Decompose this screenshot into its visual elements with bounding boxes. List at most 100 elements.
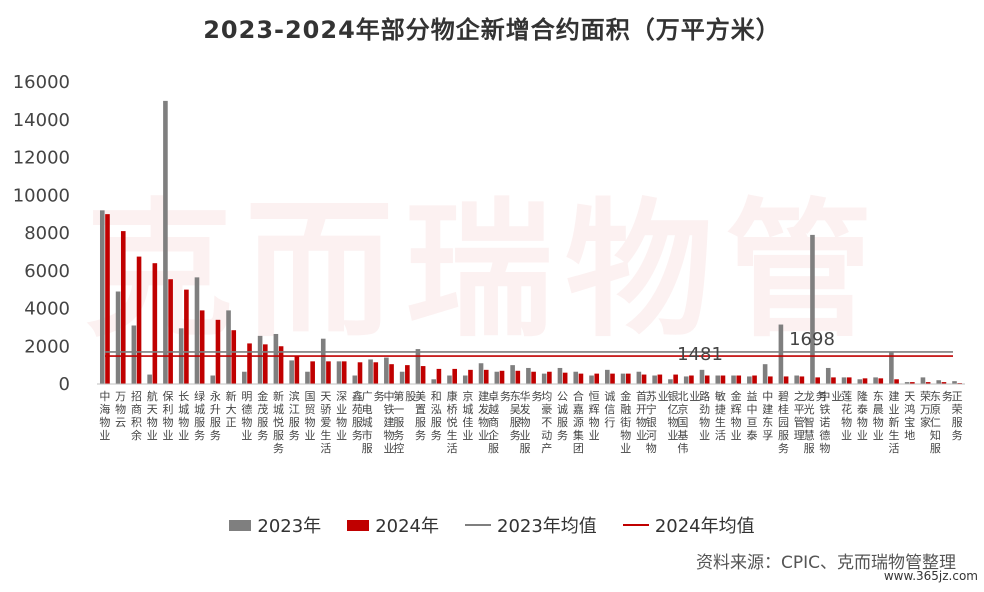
- bar-2024: [278, 346, 284, 384]
- bar-2023: [384, 357, 389, 384]
- bar-2024: [468, 369, 473, 384]
- x-tick-label: 航天物业: [147, 389, 158, 442]
- bar-2023: [194, 277, 200, 384]
- y-tick-label: 14000: [13, 110, 70, 131]
- bar-2023: [226, 310, 231, 384]
- x-tick-label: 碧桂园服务: [778, 390, 789, 455]
- x-tick-label: 恒辉物业: [589, 390, 600, 442]
- bar-2024: [578, 373, 584, 384]
- bar-2024: [783, 376, 789, 384]
- x-tick-label: 绿城服务: [194, 389, 205, 442]
- x-tick-label: 中铁建物业: [383, 390, 394, 455]
- bar-2024: [452, 368, 457, 384]
- bar-2024: [547, 371, 552, 384]
- x-tick-label: 金辉物业: [731, 389, 742, 442]
- x-tick-label: 诚信行: [604, 390, 615, 429]
- x-tick-label: 深业物业: [336, 390, 347, 442]
- legend-swatch-2023: [229, 519, 252, 531]
- bar-2024: [925, 382, 931, 384]
- x-tick-label: 均豪不动产: [541, 390, 552, 455]
- bar-2023: [415, 349, 421, 384]
- bar-2024: [105, 214, 110, 385]
- x-tick-label: 和泓服务: [431, 390, 442, 442]
- x-tick-label: 之平管理: [794, 389, 805, 442]
- y-tick-label: 0: [59, 374, 70, 395]
- x-tick-label: 敏捷生活: [715, 389, 726, 442]
- bar-2024: [815, 377, 820, 384]
- bar-2024: [768, 376, 773, 384]
- bar-2024: [483, 369, 489, 384]
- x-tick-label: 天鸿宝地: [904, 390, 915, 442]
- bar-2023: [573, 371, 579, 384]
- bar-2023: [494, 371, 500, 384]
- bar-2024: [389, 364, 394, 384]
- bar-2024: [846, 377, 852, 384]
- x-tick-label: 公诚服务: [557, 390, 568, 442]
- x-tick-label: 鑫苑服务: [352, 389, 363, 442]
- bar-2023: [778, 324, 784, 384]
- x-tick-label: 东原仁知服务: [930, 390, 953, 455]
- bar-2023: [825, 367, 831, 384]
- bar-2023: [747, 376, 752, 384]
- x-tick-label: 建业新生活: [888, 389, 899, 455]
- bar-2023: [399, 371, 405, 384]
- bar-2024: [673, 374, 678, 384]
- bar-2023: [273, 333, 279, 384]
- x-tick-label: 隆泰物业: [857, 389, 868, 442]
- y-tick-label: 2000: [24, 336, 70, 357]
- bar-2023: [305, 371, 310, 384]
- bar-2023: [242, 371, 247, 384]
- legend-swatch-avg2024: [622, 524, 649, 526]
- bar-2024: [231, 330, 237, 384]
- bar-2023: [368, 359, 373, 384]
- bar-2024: [641, 374, 647, 384]
- bar-2024: [831, 377, 836, 384]
- bar-2023: [352, 375, 358, 384]
- x-tick-label: 卓越商企服务: [488, 390, 511, 455]
- bar-2024: [294, 355, 300, 384]
- bar-2023: [699, 369, 705, 384]
- bar-2023: [810, 234, 815, 384]
- x-tick-label: 国贸物业: [305, 390, 316, 442]
- bar-2023: [289, 360, 294, 384]
- x-tick-label: 合嘉源集团: [573, 389, 584, 455]
- bar-2024: [799, 376, 805, 384]
- bar-2023: [857, 379, 863, 384]
- x-tick-label: 广电城市服务: [362, 390, 385, 455]
- bar-2024: [120, 231, 126, 384]
- bar-2023: [920, 377, 926, 384]
- legend-label-avg2023: 2023年均值: [497, 516, 597, 537]
- bar-2023: [841, 377, 847, 384]
- bar-2024: [752, 375, 757, 384]
- x-tick-label: 正荣服务: [952, 390, 963, 442]
- x-tick-label: 荣万家: [920, 390, 931, 429]
- bar-2024: [736, 375, 742, 384]
- bar-2024: [152, 263, 158, 384]
- bar-2023: [115, 291, 121, 384]
- bar-2023: [683, 376, 689, 384]
- y-tick-label: 6000: [24, 261, 70, 282]
- x-tick-label: 明德物业: [241, 390, 252, 442]
- bar-2023: [636, 371, 642, 384]
- x-tick-label: 京城佳业: [462, 389, 473, 442]
- bar-2024: [373, 362, 379, 384]
- avg-label-2024: 1481: [677, 344, 723, 365]
- source-note: 资料来源：CPIC、克而瑞物管整理: [695, 553, 956, 573]
- bar-2023: [526, 367, 531, 384]
- x-tick-label: 中铁诺德物业: [819, 390, 842, 455]
- bar-2023: [447, 375, 452, 384]
- bar-2023: [510, 365, 515, 385]
- y-tick-label: 10000: [13, 185, 70, 206]
- bar-2024: [610, 373, 615, 384]
- bar-2024: [341, 361, 347, 384]
- y-tick-label: 4000: [24, 299, 70, 320]
- y-tick-label: 8000: [24, 223, 70, 244]
- x-tick-label: 长城物业: [178, 390, 189, 442]
- y-tick-label: 16000: [13, 72, 70, 93]
- avg-label-2023: 1698: [789, 329, 835, 350]
- bar-2023: [462, 375, 468, 384]
- bar-2023: [668, 379, 673, 384]
- bar-2023: [889, 351, 894, 384]
- legend: 2023年 2024年 2023年均值 2024年均值: [0, 512, 984, 538]
- x-tick-label: 第一服务控股: [393, 389, 416, 455]
